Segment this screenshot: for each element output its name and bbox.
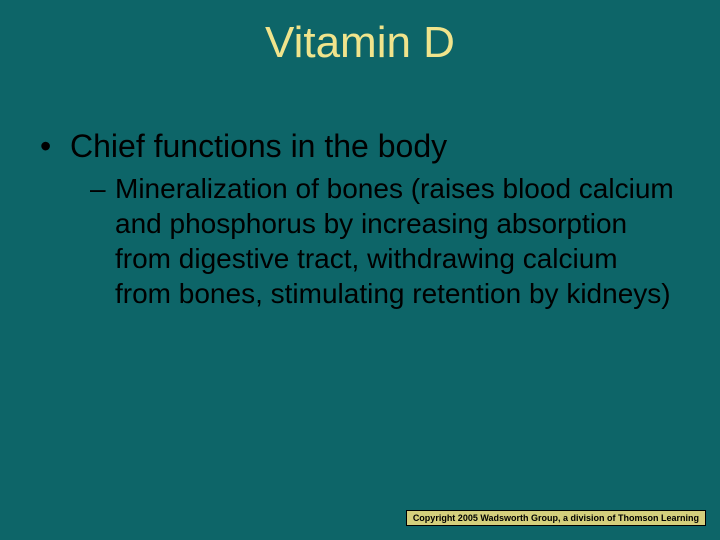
content-area: Chief functions in the body Mineralizati… — [0, 78, 720, 311]
bullet-level-2: Mineralization of bones (raises blood ca… — [40, 171, 680, 311]
bullet-level-1: Chief functions in the body — [40, 128, 680, 165]
copyright-label: Copyright 2005 Wadsworth Group, a divisi… — [406, 510, 706, 526]
slide-title: Vitamin D — [0, 0, 720, 78]
slide-container: Vitamin D Chief functions in the body Mi… — [0, 0, 720, 540]
